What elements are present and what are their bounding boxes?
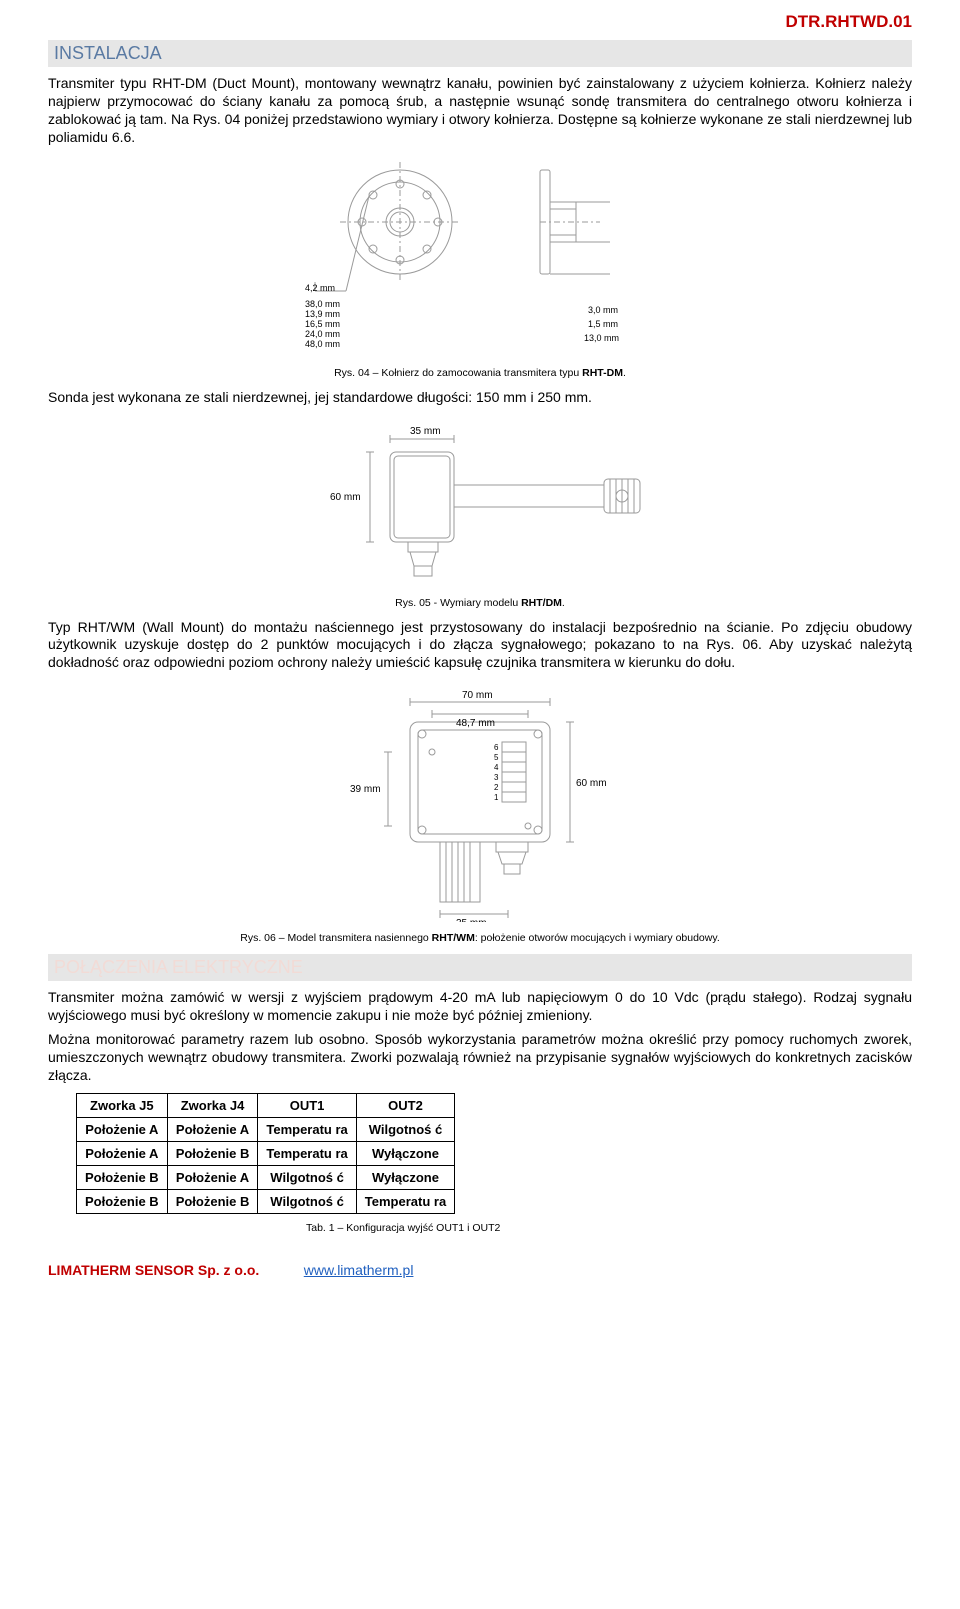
fig06-cap-pre: Rys. 06 – Model transmitera nasiennego — [240, 932, 431, 944]
figure-06-wallmount: 70 mm 48,7 mm 39 mm 60 mm 35 mm 6 5 4 3 … — [270, 682, 690, 922]
elec-paragraph-1: Transmiter można zamówić w wersji z wyjś… — [48, 989, 912, 1025]
th-j5: Zworka J5 — [77, 1093, 168, 1117]
dim-38-0: 38,0 mm — [305, 299, 340, 309]
figure-05-probe: 35 mm 60 mm — [270, 417, 690, 587]
dim-16-5: 16,5 mm — [305, 319, 340, 329]
table-caption: Tab. 1 – Konfiguracja wyjść OUT1 i OUT2 — [76, 1218, 912, 1234]
dim-70mm: 70 mm — [462, 690, 493, 701]
cell: Wyłączone — [356, 1141, 454, 1165]
term-3: 3 — [494, 773, 499, 782]
dim-1-5: 1,5 mm — [588, 319, 618, 329]
dim-3-0: 3,0 mm — [588, 305, 618, 315]
cell: Położenie A — [77, 1141, 168, 1165]
dim-4-2: 4,2 mm — [305, 283, 335, 293]
dim-48-0: 48,0 mm — [305, 339, 340, 349]
figure-06-caption: Rys. 06 – Model transmitera nasiennego R… — [48, 932, 912, 944]
cell: Położenie B — [77, 1189, 168, 1213]
cell: Temperatu ra — [258, 1141, 356, 1165]
fig05-cap-pre: Rys. 05 - Wymiary modelu — [395, 597, 521, 609]
fig05-cap-post: . — [562, 597, 565, 609]
term-6: 6 — [494, 743, 499, 752]
cell: Wilgotnoś ć — [258, 1165, 356, 1189]
cell: Wyłączone — [356, 1165, 454, 1189]
term-5: 5 — [494, 753, 499, 762]
cell: Położenie A — [167, 1165, 258, 1189]
dim-487mm: 48,7 mm — [456, 718, 495, 729]
elec-paragraph-2: Można monitorować parametry razem lub os… — [48, 1031, 912, 1085]
section-heading-electrical: POŁĄCZENIA ELEKTRYCZNE — [48, 954, 912, 981]
cell: Położenie A — [167, 1117, 258, 1141]
fig04-cap-post: . — [623, 367, 626, 379]
fig05-cap-bold: RHT/DM — [521, 597, 562, 609]
th-j4: Zworka J4 — [167, 1093, 258, 1117]
dim-60mm: 60 mm — [330, 492, 361, 503]
figure-04-flange: 4,2 mm 38,0 mm 13,9 mm 16,5 mm 24,0 mm 4… — [270, 157, 690, 357]
footer-company: LIMATHERM SENSOR Sp. z o.o. — [48, 1262, 259, 1278]
dim-35mm-b: 35 mm — [456, 918, 487, 922]
th-out2: OUT2 — [356, 1093, 454, 1117]
cell: Położenie B — [77, 1165, 168, 1189]
term-1: 1 — [494, 793, 499, 802]
dim-13-9: 13,9 mm — [305, 309, 340, 319]
cell: Wilgotnoś ć — [258, 1189, 356, 1213]
th-out1: OUT1 — [258, 1093, 356, 1117]
table-row: Położenie B Położenie A Wilgotnoś ć Wyłą… — [77, 1165, 455, 1189]
section-heading-install: INSTALACJA — [48, 40, 912, 67]
fig06-cap-post: : położenie otworów mocujących i wymiary… — [475, 932, 720, 944]
table-row: Położenie A Położenie B Temperatu ra Wył… — [77, 1141, 455, 1165]
cell: Położenie B — [167, 1189, 258, 1213]
cell: Położenie B — [167, 1141, 258, 1165]
dim-13-0: 13,0 mm — [584, 333, 619, 343]
figure-04-caption: Rys. 04 – Kołnierz do zamocowania transm… — [48, 367, 912, 379]
jumper-config-table: Zworka J5 Zworka J4 OUT1 OUT2 Położenie … — [76, 1093, 455, 1214]
doc-id: DTR.RHTWD.01 — [48, 12, 912, 32]
fig04-cap-bold: RHT-DM — [582, 367, 623, 379]
cell: Wilgotnoś ć — [356, 1117, 454, 1141]
dim-39mm: 39 mm — [350, 784, 381, 795]
fig04-cap-pre: Rys. 04 – Kołnierz do zamocowania transm… — [334, 367, 582, 379]
term-2: 2 — [494, 783, 499, 792]
install-paragraph-2: Sonda jest wykonana ze stali nierdzewnej… — [48, 389, 912, 407]
figure-05-caption: Rys. 05 - Wymiary modelu RHT/DM. — [48, 597, 912, 609]
dim-60mm-r: 60 mm — [576, 778, 607, 789]
fig06-cap-bold: RHT/WM — [432, 932, 475, 944]
table-header-row: Zworka J5 Zworka J4 OUT1 OUT2 — [77, 1093, 455, 1117]
cell: Temperatu ra — [356, 1189, 454, 1213]
cell: Temperatu ra — [258, 1117, 356, 1141]
footer-link[interactable]: www.limatherm.pl — [304, 1262, 414, 1278]
table-row: Położenie A Położenie A Temperatu ra Wil… — [77, 1117, 455, 1141]
table-row: Położenie B Położenie B Wilgotnoś ć Temp… — [77, 1189, 455, 1213]
dim-35mm: 35 mm — [410, 426, 441, 437]
install-paragraph-1: Transmiter typu RHT-DM (Duct Mount), mon… — [48, 75, 912, 147]
page: DTR.RHTWD.01 INSTALACJA Transmiter typu … — [0, 0, 960, 1310]
cell: Położenie A — [77, 1117, 168, 1141]
dim-24-0: 24,0 mm — [305, 329, 340, 339]
install-paragraph-3: Typ RHT/WM (Wall Mount) do montażu naści… — [48, 619, 912, 673]
term-4: 4 — [494, 763, 499, 772]
page-footer: LIMATHERM SENSOR Sp. z o.o. www.limather… — [48, 1262, 912, 1280]
